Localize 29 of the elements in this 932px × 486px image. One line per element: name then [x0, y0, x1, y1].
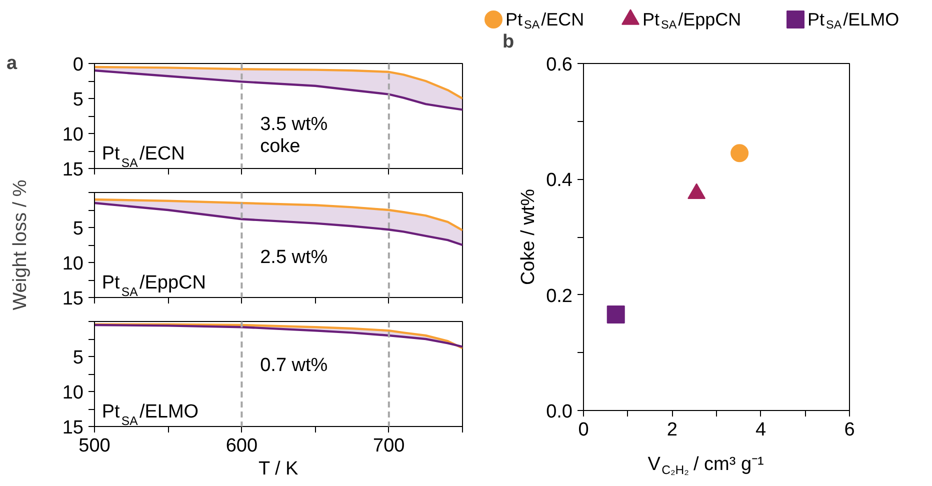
y-tick-label: 0.2: [546, 286, 573, 307]
y-tick-label: 10: [62, 382, 84, 404]
y-axis-title: Coke / wt%: [518, 188, 540, 286]
y-tick-label: 0.4: [546, 170, 573, 192]
y-tick-label: 10: [62, 254, 84, 274]
x-axis-title: T / K: [258, 458, 299, 480]
y-tick-label: 0.0: [546, 402, 573, 422]
y-tick-label: 5: [72, 218, 84, 240]
x-tick-label: 2: [666, 420, 678, 440]
chart-title: b: [502, 32, 514, 52]
y-tick-label: 15: [62, 160, 84, 180]
y-tick-label: 5: [72, 90, 84, 110]
annotation: 3.5 wt% coke: [260, 114, 328, 157]
y-tick-label: 5: [72, 348, 84, 368]
annotation: 0.7 wt%: [260, 355, 328, 376]
x-tick-label: 6: [844, 420, 855, 440]
x-tick-label: 700: [373, 436, 405, 456]
x-tick-label: 500: [78, 436, 110, 456]
y-tick-label: 15: [62, 288, 84, 310]
x-tick-label: 600: [226, 436, 258, 456]
x-tick-label: 0: [578, 420, 589, 440]
annotation: 2.5 wt%: [260, 247, 328, 268]
y-tick-label: 15: [62, 418, 84, 438]
y-tick-label: 0.6: [546, 54, 573, 76]
y-tick-label: 0: [72, 54, 84, 76]
chart-title: a: [6, 53, 18, 74]
x-tick-label: 4: [756, 420, 767, 440]
y-tick-label: 10: [62, 124, 84, 146]
y-axis-title: Weight loss / %: [10, 180, 31, 310]
